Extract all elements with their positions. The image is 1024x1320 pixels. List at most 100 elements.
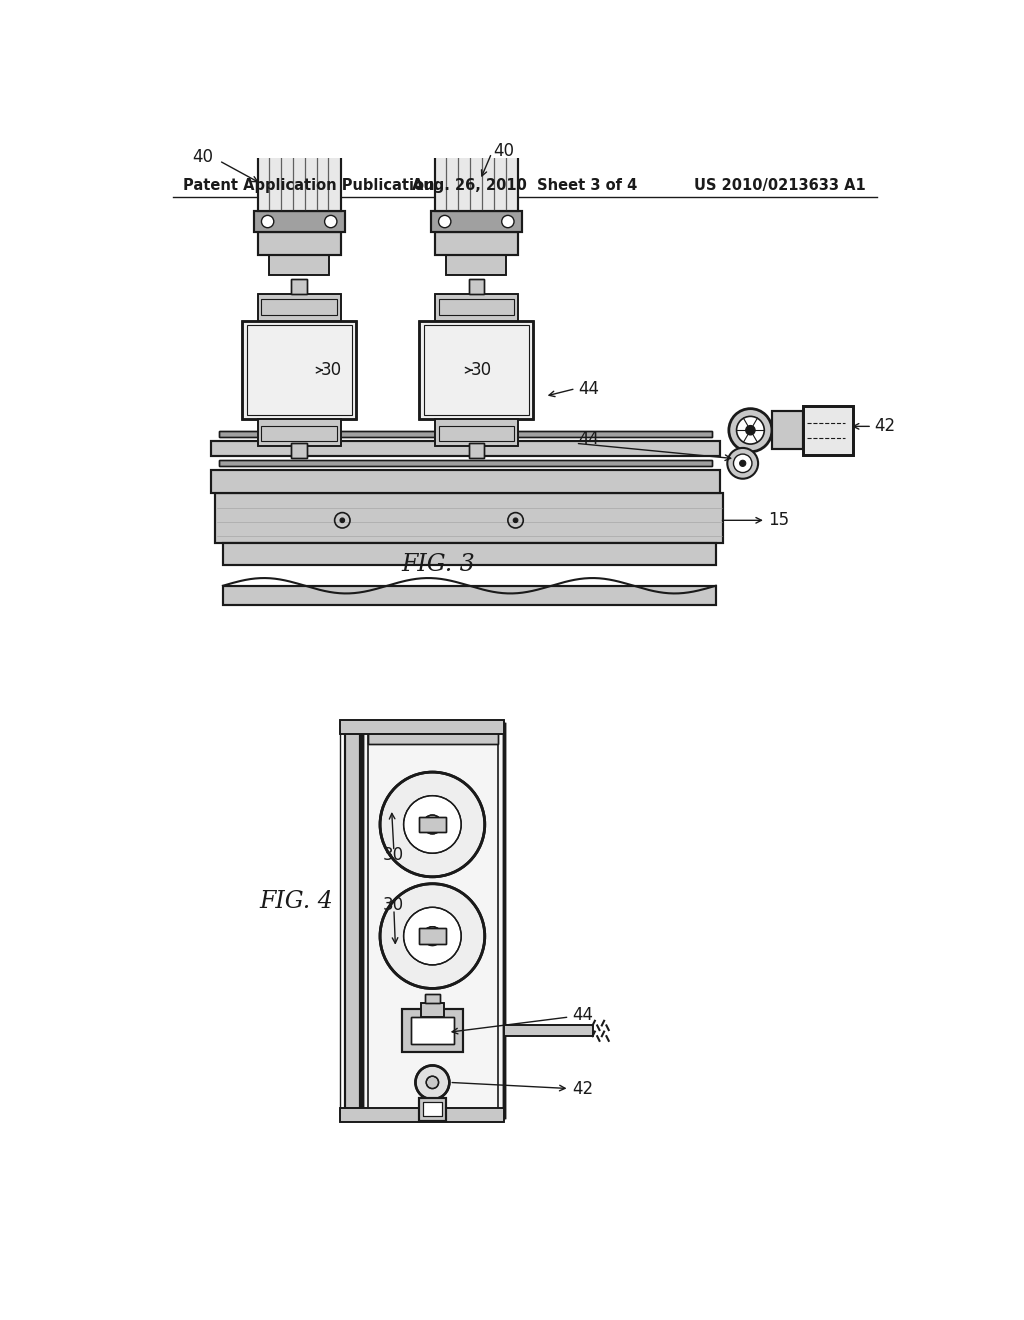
Text: 42: 42	[571, 1080, 593, 1097]
Bar	[446, 119, 506, 128]
Bar	[219, 461, 712, 466]
Bar	[223, 544, 716, 565]
Bar	[361, 725, 504, 1117]
Circle shape	[403, 907, 461, 965]
Bar	[211, 470, 720, 494]
Bar	[258, 420, 341, 446]
Bar	[243, 321, 356, 420]
Bar	[211, 470, 720, 494]
Bar	[504, 1026, 593, 1036]
Circle shape	[736, 416, 764, 444]
Text: Patent Application Publication: Patent Application Publication	[183, 178, 434, 193]
Text: 30: 30	[382, 896, 403, 915]
Bar	[435, 232, 518, 256]
Circle shape	[423, 814, 441, 834]
Bar	[435, 232, 518, 256]
Bar	[441, 128, 512, 143]
Bar	[423, 1102, 441, 1115]
Bar	[446, 256, 506, 275]
Bar	[345, 730, 360, 1111]
Bar	[211, 441, 720, 457]
Circle shape	[502, 215, 514, 228]
Bar	[340, 719, 504, 734]
Bar	[772, 411, 803, 449]
Bar	[223, 586, 716, 605]
Bar	[223, 544, 716, 565]
Text: 44: 44	[578, 380, 599, 397]
Bar	[435, 294, 518, 321]
Text: US 2010/0213633 A1: US 2010/0213633 A1	[694, 178, 866, 193]
Text: 30: 30	[382, 846, 403, 865]
Bar	[292, 442, 307, 458]
Bar	[446, 119, 506, 128]
Bar	[438, 425, 514, 441]
Bar	[419, 817, 446, 832]
Bar	[258, 143, 341, 211]
Bar	[247, 326, 351, 414]
Text: 44: 44	[578, 430, 599, 449]
Bar	[258, 232, 341, 256]
Bar	[292, 279, 307, 294]
Bar	[435, 420, 518, 446]
Bar	[254, 211, 345, 232]
Text: 40: 40	[494, 141, 514, 160]
Bar	[419, 928, 446, 944]
Bar	[421, 1003, 444, 1016]
Bar	[435, 143, 518, 211]
Bar	[423, 1102, 441, 1115]
Bar	[438, 300, 514, 314]
Bar	[243, 321, 356, 420]
Text: 42: 42	[874, 417, 896, 436]
Text: FIG. 3: FIG. 3	[401, 553, 475, 576]
Bar	[264, 128, 335, 143]
Bar	[269, 256, 330, 275]
Bar	[340, 1107, 504, 1122]
Bar	[340, 726, 361, 1114]
Bar	[264, 128, 335, 143]
Circle shape	[380, 884, 484, 989]
Bar	[424, 326, 528, 414]
Bar	[446, 256, 506, 275]
Bar	[772, 411, 803, 449]
Circle shape	[423, 927, 441, 945]
Bar	[258, 143, 341, 211]
Bar	[258, 294, 341, 321]
Bar	[419, 1098, 446, 1121]
Bar	[254, 211, 345, 232]
Bar	[258, 420, 341, 446]
Bar	[441, 128, 512, 143]
Circle shape	[261, 215, 273, 228]
Bar	[401, 1010, 463, 1052]
Bar	[419, 321, 534, 420]
Text: 30: 30	[321, 362, 342, 379]
Bar	[419, 1098, 446, 1121]
Bar	[269, 256, 330, 275]
Bar	[469, 442, 484, 458]
Bar	[368, 730, 498, 743]
Text: 40: 40	[193, 148, 213, 166]
Bar	[435, 143, 518, 211]
Bar	[435, 420, 518, 446]
Bar	[431, 211, 521, 232]
Bar	[368, 730, 498, 743]
Text: FIG. 4: FIG. 4	[259, 890, 333, 913]
Bar	[435, 294, 518, 321]
Bar	[469, 279, 484, 294]
Circle shape	[745, 425, 755, 434]
Bar	[803, 405, 853, 455]
Bar	[215, 494, 724, 544]
Circle shape	[727, 447, 758, 479]
Bar	[223, 586, 716, 605]
Bar	[219, 461, 712, 466]
Bar	[419, 817, 446, 832]
Circle shape	[325, 215, 337, 228]
Bar	[340, 719, 504, 734]
Text: 15: 15	[768, 511, 790, 529]
Bar	[261, 425, 337, 441]
Bar	[469, 279, 484, 294]
Bar	[261, 300, 337, 314]
Bar	[803, 405, 853, 455]
Bar	[219, 432, 712, 437]
Bar	[411, 1016, 454, 1044]
Circle shape	[739, 461, 745, 466]
